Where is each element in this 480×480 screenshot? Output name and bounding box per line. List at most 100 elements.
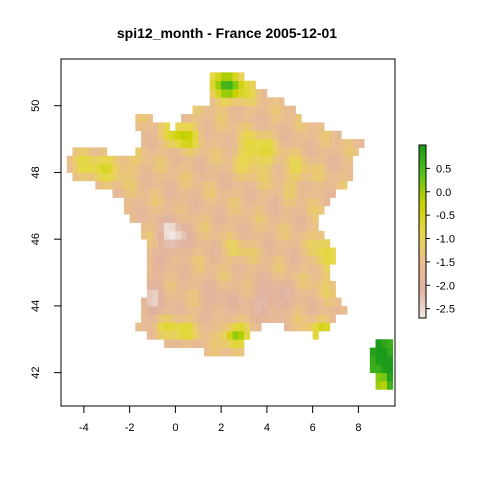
raster-cell [118,155,125,165]
raster-cell [238,172,245,182]
raster-cell [158,122,165,132]
raster-cell [289,197,296,207]
raster-cell [255,130,262,140]
plot-title: spi12_month - France 2005-12-01 [117,25,337,41]
raster-cell [158,155,165,165]
raster-cell [146,147,153,157]
raster-cell [238,97,245,107]
raster-cell [306,180,314,190]
raster-cell [238,272,245,282]
raster-cell [346,164,354,173]
raster-cell [152,322,159,332]
raster-cell [329,164,336,173]
raster-cell [244,322,251,332]
raster-cell [198,239,205,248]
raster-cell [192,272,199,282]
raster-cell [306,122,314,132]
raster-cell [284,289,291,298]
raster-cell [266,214,274,223]
raster-cell [226,305,233,315]
spi-raster [66,72,394,390]
raster-cell [272,114,279,123]
raster-cell [266,255,274,265]
raster-cell [169,330,176,340]
raster-cell [244,205,251,215]
raster-cell [209,255,216,265]
raster-cell [238,89,245,98]
raster-cell [306,139,314,148]
raster-cell [175,247,182,257]
raster-cell [106,172,113,182]
raster-cell [203,222,211,232]
raster-cell [221,105,228,115]
raster-cell [152,247,159,257]
raster-cell [221,314,228,323]
raster-cell [175,239,182,248]
raster-cell [301,280,308,290]
raster-cell [306,322,314,332]
raster-cell [284,255,291,265]
colorbar-segment [419,271,426,276]
raster-cell [66,164,73,173]
raster-cell [141,172,148,182]
raster-cell [175,230,182,240]
raster-cell [163,330,171,340]
raster-cell [181,214,188,223]
colorbar-segment [419,165,426,169]
raster-cell [215,289,222,298]
raster-cell [118,180,125,190]
raster-cell [163,155,171,165]
raster-cell [215,114,222,123]
raster-cell [226,314,233,323]
raster-cell [232,189,239,198]
raster-cell [135,114,142,123]
raster-cell [238,164,245,173]
raster-cell [289,122,296,132]
colorbar-segment [419,199,426,204]
raster-cell [203,122,211,132]
raster-cell [72,164,79,173]
raster-cell [244,272,251,282]
colorbar-segment [419,159,426,163]
raster-cell [266,180,274,190]
raster-cell [249,130,256,140]
raster-cell [152,205,159,215]
raster-cell [175,122,182,132]
raster-cell [141,155,148,165]
raster-cell [301,247,308,257]
raster-cell [181,122,188,132]
raster-cell [301,264,308,273]
raster-cell [312,139,319,148]
raster-cell [158,280,165,290]
raster-cell [186,264,193,273]
raster-cell [141,197,148,207]
raster-cell [186,280,193,290]
colorbar-segment [419,188,426,192]
raster-cell [255,297,262,307]
raster-cell [203,139,211,148]
raster-cell [175,189,182,198]
raster-cell [221,189,228,198]
raster-cell [152,280,159,290]
raster-cell [232,147,239,157]
raster-cell [278,105,285,115]
raster-cell [278,255,285,265]
raster-cell [238,347,245,357]
raster-cell [221,155,228,165]
raster-cell [186,197,193,207]
raster-cell [181,322,188,332]
raster-cell [215,305,222,315]
raster-cell [141,164,148,173]
raster-cell [244,122,251,132]
raster-cell [375,339,382,349]
raster-cell [272,239,279,248]
raster-cell [186,255,193,265]
raster-cell [295,189,302,198]
raster-cell [192,330,199,340]
raster-cell [215,272,222,282]
raster-cell [226,114,233,123]
raster-cell [226,122,233,132]
raster-cell [209,105,216,115]
raster-cell [152,147,159,157]
raster-cell [181,189,188,198]
